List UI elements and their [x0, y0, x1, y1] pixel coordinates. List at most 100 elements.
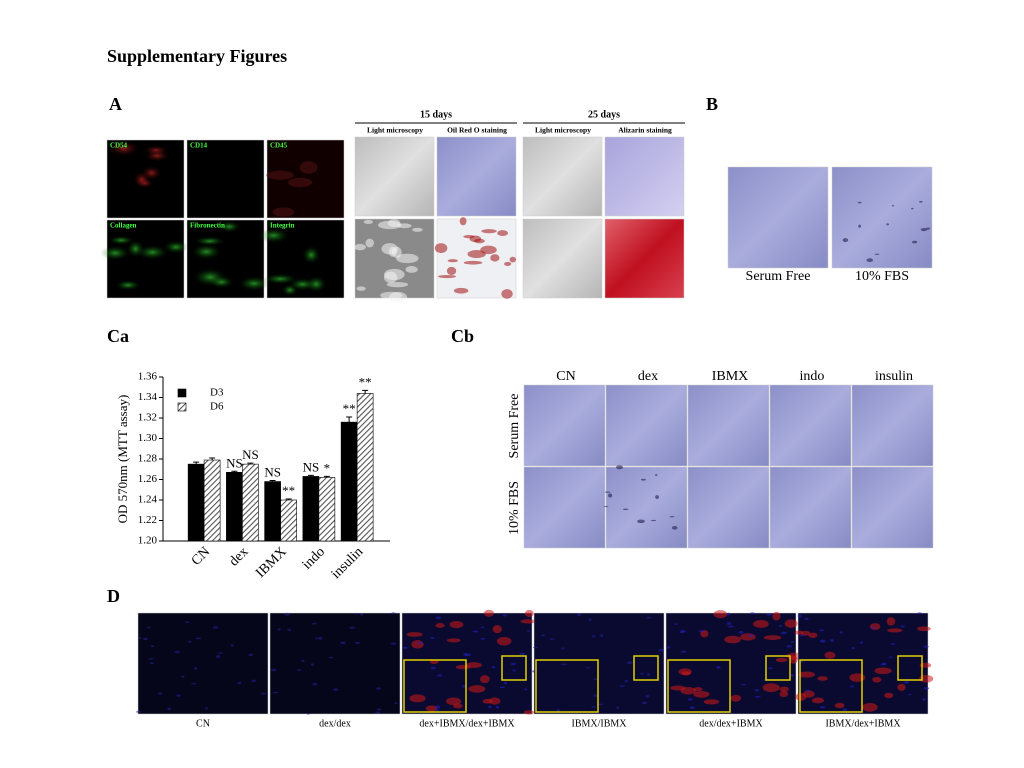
cell: [445, 697, 462, 706]
row-label: Serum Free: [507, 394, 522, 459]
cell: [603, 505, 609, 507]
cell: [302, 246, 321, 264]
group-title: 25 days: [588, 109, 620, 120]
cell: [215, 655, 221, 658]
cell: [616, 465, 624, 470]
cell: [463, 235, 475, 239]
cell: [411, 640, 424, 649]
cell: [724, 635, 741, 644]
cell: [447, 259, 459, 263]
cell: [396, 253, 419, 264]
legend-label: D6: [210, 401, 224, 413]
cell: [150, 645, 155, 648]
cell: [851, 647, 855, 650]
cell: [819, 639, 826, 643]
bar: [203, 459, 221, 542]
cell: [297, 669, 302, 671]
cell: [658, 648, 664, 652]
cell: [781, 631, 787, 635]
bar: [318, 477, 336, 542]
cell: [248, 653, 253, 657]
cell: [804, 617, 809, 621]
cell: [492, 625, 502, 634]
cell: [363, 219, 373, 225]
cell: [272, 207, 295, 217]
cell: [698, 630, 705, 633]
cell: [376, 687, 382, 690]
micrograph: [769, 384, 852, 467]
cell: [491, 665, 496, 669]
cell: [277, 628, 281, 631]
cell: [593, 678, 599, 681]
error-bar: [285, 498, 292, 500]
cell: [597, 703, 604, 706]
cell: [849, 685, 855, 688]
cell: [789, 655, 798, 664]
cell: [496, 636, 512, 646]
cell: [359, 613, 364, 616]
cell: [260, 692, 267, 695]
cell: [805, 689, 811, 692]
cell: [479, 675, 490, 684]
cell: [689, 706, 695, 709]
cell: [703, 699, 720, 705]
cell: [739, 633, 756, 641]
error-bar: [307, 474, 314, 477]
cell: [453, 287, 469, 294]
y-tick-label: 1.32: [138, 412, 157, 424]
zoom-box: [799, 659, 863, 713]
cell: [354, 641, 361, 644]
image-caption: dex/dex+IBMX: [699, 718, 763, 729]
cell: [502, 614, 508, 617]
cell: [772, 611, 781, 621]
cell: [377, 220, 402, 230]
y-tick-label: 1.30: [138, 432, 158, 444]
cell: [388, 291, 408, 303]
cell: [608, 493, 613, 498]
error-bar: [231, 470, 238, 473]
cell: [588, 618, 592, 622]
cell: [670, 685, 686, 691]
error-bar: [247, 462, 254, 465]
cell: [616, 706, 620, 710]
row-label: 10% FBS: [507, 481, 522, 535]
group-title: 15 days: [420, 109, 452, 120]
cell: [435, 623, 445, 628]
cell: [449, 621, 464, 629]
cell: [738, 630, 744, 634]
cell: [779, 690, 789, 698]
cell: [463, 260, 483, 265]
image-caption: dex+IBMX/dex+IBMX: [419, 718, 515, 729]
cell: [271, 668, 277, 672]
cell: [687, 698, 693, 701]
cell: [904, 681, 909, 684]
marker-label: CD54: [110, 142, 128, 150]
cell: [205, 707, 209, 710]
cell: [645, 694, 650, 698]
micrograph: [851, 384, 934, 467]
cell: [212, 626, 218, 629]
cell: [148, 657, 155, 660]
x-tick-label: indo: [300, 544, 328, 572]
cell: [798, 671, 815, 678]
panel-label: D: [107, 586, 120, 606]
cell: [417, 641, 423, 645]
cell: [495, 705, 499, 709]
panel-label: B: [706, 94, 718, 114]
cell: [459, 217, 467, 226]
cell: [353, 612, 357, 615]
cell: [523, 710, 535, 715]
cell: [591, 635, 596, 638]
cell: [480, 626, 485, 629]
cell: [136, 245, 168, 260]
y-tick-label: 1.34: [138, 391, 158, 403]
cell: [680, 650, 687, 653]
legend-swatch: [177, 388, 187, 398]
cell: [305, 275, 327, 293]
panel-label: Cb: [451, 326, 474, 346]
cell: [859, 641, 864, 644]
cell: [217, 652, 224, 654]
column-label: dex: [638, 369, 658, 384]
micrograph: [687, 384, 770, 467]
cell: [365, 238, 374, 248]
